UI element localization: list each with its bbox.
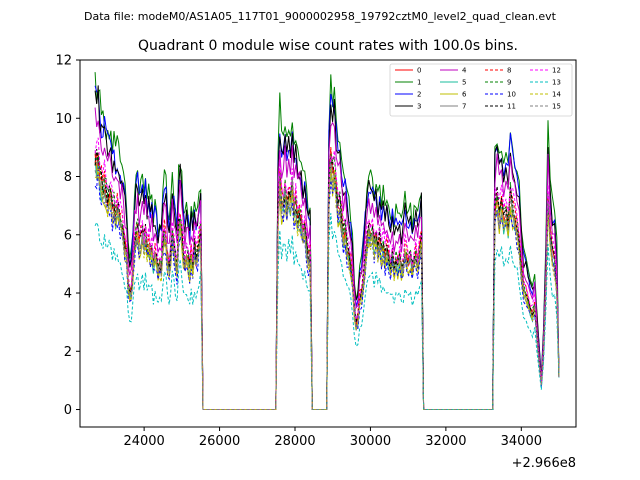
legend-label-10: 10: [507, 91, 516, 99]
series-line-3: [94, 85, 560, 410]
series-line-13: [94, 213, 560, 410]
series-line-4: [94, 107, 560, 410]
y-tick-label: 8: [64, 170, 72, 185]
series-line-15: [94, 162, 560, 410]
legend-label-3: 3: [417, 103, 421, 111]
x-tick-label: 34000: [501, 434, 542, 449]
legend-label-13: 13: [552, 79, 561, 87]
legend-label-5: 5: [462, 79, 466, 87]
y-tick-label: 2: [64, 345, 72, 360]
legend-label-6: 6: [462, 91, 467, 99]
axes-frame: [79, 59, 577, 428]
x-tick-label: 24000: [123, 434, 164, 449]
plot-area: 24000 26000 28000 30000 32000 340000246810120…: [55, 54, 577, 449]
series-lines: [94, 72, 560, 410]
x-tick-label: 32000: [425, 434, 466, 449]
series-line-12: [94, 137, 560, 410]
chart-title: Quadrant 0 module wise count rates with …: [138, 38, 518, 54]
legend-label-15: 15: [552, 103, 561, 111]
series-line-8: [94, 146, 560, 410]
y-tick-label: 12: [55, 54, 72, 69]
data-file-header: Data file: modeM0/AS1A05_117T01_90000029…: [84, 10, 557, 23]
x-tick-label: 30000: [350, 434, 391, 449]
legend-label-9: 9: [507, 79, 511, 87]
legend-label-1: 1: [417, 79, 421, 87]
legend-label-14: 14: [552, 91, 561, 99]
legend-label-2: 2: [417, 91, 421, 99]
legend-label-11: 11: [507, 103, 516, 111]
legend-label-12: 12: [552, 67, 561, 75]
legend-label-4: 4: [462, 67, 467, 75]
legend-label-0: 0: [417, 67, 421, 75]
legend-box: [389, 63, 573, 117]
legend-label-7: 7: [462, 103, 466, 111]
legend-label-8: 8: [507, 67, 511, 75]
y-tick-label: 6: [64, 228, 72, 243]
x-offset-label: +2.966e8: [512, 456, 576, 471]
y-tick-label: 0: [64, 403, 72, 418]
x-tick-label: 28000: [274, 434, 315, 449]
x-tick-label: 26000: [199, 434, 240, 449]
y-tick-label: 4: [64, 287, 72, 302]
y-tick-label: 10: [55, 112, 72, 127]
